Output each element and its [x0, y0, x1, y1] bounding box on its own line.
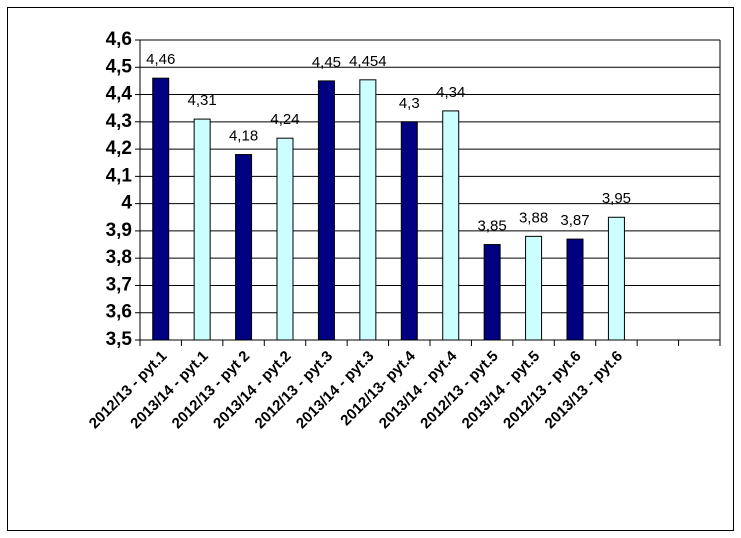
bar	[525, 235, 543, 341]
y-tick-label: 3,9	[106, 220, 132, 241]
value-label: 4,454	[349, 53, 387, 70]
value-label: 4,3	[399, 95, 420, 112]
bar	[400, 121, 418, 341]
y-tick-label: 4,1	[106, 165, 133, 186]
bar	[193, 118, 211, 341]
value-label: 4,24	[270, 111, 299, 128]
y-tick-label: 4,3	[106, 111, 132, 132]
value-label: 3,95	[602, 190, 631, 207]
y-tick-label: 3,8	[106, 247, 132, 268]
bar	[235, 154, 253, 341]
bar	[442, 110, 460, 341]
bar	[359, 79, 377, 341]
y-tick-label: 4,2	[106, 138, 132, 159]
y-tick-label: 4,6	[106, 29, 132, 50]
y-tick-label: 3,7	[106, 274, 132, 295]
bar	[317, 80, 335, 341]
y-tick-label: 4	[121, 193, 132, 214]
bar	[607, 216, 625, 341]
value-label: 4,46	[146, 51, 175, 68]
value-label: 4,31	[188, 92, 217, 109]
y-tick-label: 4,5	[106, 56, 133, 77]
value-label: 3,87	[560, 212, 589, 229]
bar	[152, 77, 170, 341]
value-label: 4,45	[312, 54, 341, 71]
y-tick-label: 4,4	[106, 84, 133, 105]
bar	[276, 137, 294, 341]
value-label: 3,88	[519, 209, 548, 226]
y-tick-label: 3,6	[106, 302, 132, 323]
value-label: 4,34	[436, 84, 465, 101]
bar	[566, 238, 584, 341]
y-tick-label: 3,5	[106, 329, 133, 350]
value-label: 3,85	[478, 218, 507, 235]
bar	[483, 244, 501, 341]
value-label: 4,18	[229, 128, 258, 145]
